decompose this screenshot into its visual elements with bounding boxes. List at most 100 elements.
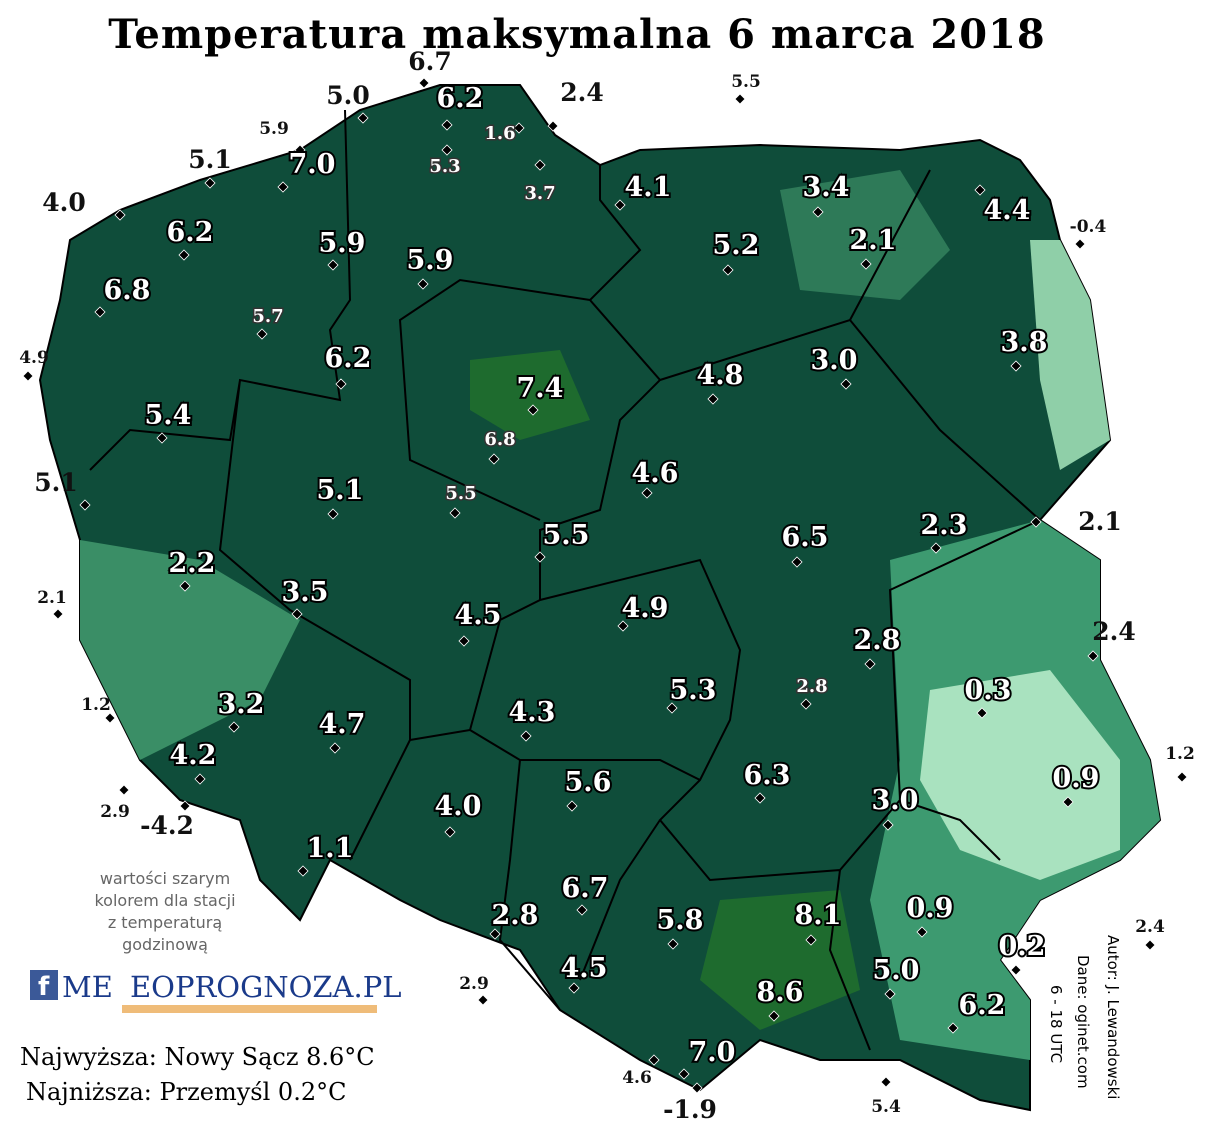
station-marker xyxy=(568,982,580,994)
note-line: z temperaturą xyxy=(108,913,222,932)
station-marker xyxy=(1010,964,1022,976)
station-value: 4.9 xyxy=(622,593,669,624)
station-marker xyxy=(291,608,303,620)
station-value: 5.4 xyxy=(871,1097,901,1117)
station-value: 5.4 xyxy=(145,400,192,431)
border-lines xyxy=(89,109,1041,1051)
station-value: 5.3 xyxy=(429,156,460,177)
station-value: 3.5 xyxy=(282,577,329,608)
station-marker xyxy=(444,826,456,838)
logo-strip xyxy=(122,1005,377,1013)
station-value: 4.0 xyxy=(435,791,482,822)
station-marker xyxy=(1176,771,1188,783)
station-marker xyxy=(449,507,461,519)
stations: 6.75.0 6.21.62.4 5.55.95.37.05.13.7 4.1 3.44… xyxy=(19,47,1195,1124)
station-marker xyxy=(800,698,812,710)
station-value: 0.9 xyxy=(907,893,954,924)
station-value: 6.7 xyxy=(562,873,609,904)
station-marker xyxy=(678,1068,690,1080)
station-value: 1.1 xyxy=(307,833,354,864)
station-marker xyxy=(22,370,34,382)
station-value: 5.1 xyxy=(188,145,232,174)
station-marker xyxy=(666,702,678,714)
station-marker xyxy=(228,721,240,733)
station-value: 4.9 xyxy=(19,348,49,368)
station-value: 3.4 xyxy=(803,172,850,203)
station-value: 5.1 xyxy=(34,468,78,497)
station-marker xyxy=(1144,939,1156,951)
station-marker xyxy=(1010,360,1022,372)
station-marker xyxy=(930,542,942,554)
station-marker xyxy=(722,264,734,276)
station-marker xyxy=(1087,650,1099,662)
station-marker xyxy=(884,988,896,1000)
station-value: 6.8 xyxy=(104,275,151,306)
station-value: 4.3 xyxy=(509,697,556,728)
station-marker xyxy=(864,658,876,670)
station-marker xyxy=(297,865,309,877)
station-value: 2.2 xyxy=(169,548,216,579)
station-marker xyxy=(614,199,626,211)
station-value: 3.0 xyxy=(811,345,858,376)
station-value: 2.4 xyxy=(560,78,604,107)
station-marker xyxy=(974,184,986,196)
station-marker xyxy=(576,904,588,916)
station-marker xyxy=(691,1082,703,1094)
station-marker xyxy=(79,499,91,511)
station-value: 0.2 xyxy=(999,931,1046,962)
station-value: 5.1 xyxy=(317,475,364,506)
credit: 6 - 18 UTC xyxy=(1047,985,1065,1063)
station-value: 4.7 xyxy=(319,709,366,740)
station-value: 4.5 xyxy=(561,953,608,984)
station-marker xyxy=(947,1022,959,1034)
station-marker xyxy=(488,453,500,465)
station-marker xyxy=(294,144,306,156)
station-value: 6.7 xyxy=(408,47,452,76)
station-value: 5.5 xyxy=(731,72,761,92)
station-marker xyxy=(327,259,339,271)
station-value: 2.4 xyxy=(1135,917,1165,937)
station-marker xyxy=(327,508,339,520)
station-marker xyxy=(156,432,168,444)
station-value: 5.0 xyxy=(326,81,370,110)
station-marker xyxy=(880,1076,892,1088)
region-mid xyxy=(80,540,300,760)
station-value: 5.2 xyxy=(713,230,760,261)
station-value: 5.0 xyxy=(873,955,920,986)
station-marker xyxy=(667,938,679,950)
region-pale xyxy=(1030,240,1110,470)
station-marker xyxy=(1062,796,1074,808)
summary-lowest: Najniższa: Przemyśl 0.2°C xyxy=(26,1078,346,1106)
station-marker xyxy=(458,635,470,647)
station-value: 0.3 xyxy=(965,675,1012,706)
station-marker xyxy=(1074,238,1086,250)
station-marker xyxy=(256,328,268,340)
station-value: 1.2 xyxy=(1165,744,1195,764)
station-value: 4.4 xyxy=(984,195,1031,226)
station-value: 5.5 xyxy=(445,483,476,504)
station-marker xyxy=(547,120,559,132)
station-value: 6.2 xyxy=(167,217,214,248)
station-marker xyxy=(52,608,64,620)
station-value: 4.1 xyxy=(625,172,672,203)
note-line: godzinową xyxy=(122,935,208,954)
station-value: 2.8 xyxy=(854,625,901,656)
station-marker xyxy=(534,159,546,171)
station-marker xyxy=(357,112,369,124)
station-marker xyxy=(534,551,546,563)
station-marker xyxy=(418,77,430,89)
station-marker xyxy=(754,792,766,804)
note: wartości szarym kolorem dla stacji z tem… xyxy=(94,869,235,954)
station-value: 3.0 xyxy=(872,785,919,816)
station-marker xyxy=(840,378,852,390)
station-marker xyxy=(1030,516,1042,528)
station-marker xyxy=(179,580,191,592)
region-bright xyxy=(700,890,860,1030)
station-marker xyxy=(707,393,719,405)
station-value: 5.6 xyxy=(565,767,612,798)
credit: Autor: J. Lewandowski xyxy=(1104,935,1122,1099)
station-value: 8.1 xyxy=(795,900,842,931)
station-marker xyxy=(114,209,126,221)
station-marker xyxy=(441,119,453,131)
